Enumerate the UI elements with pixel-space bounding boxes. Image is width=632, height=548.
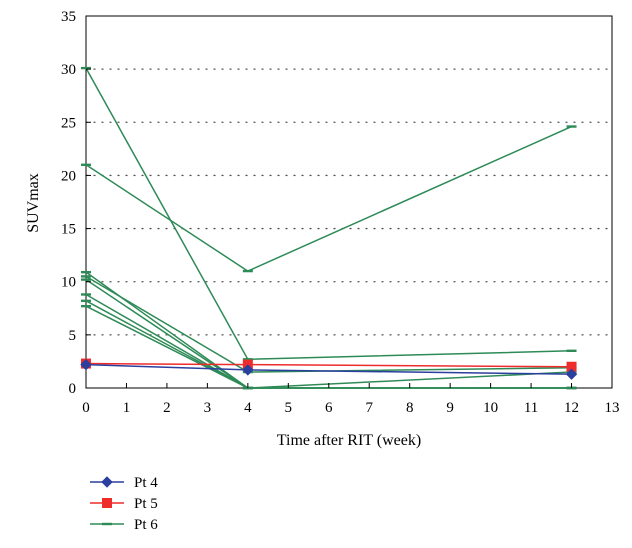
x-tick-label-1: 1 <box>123 400 131 416</box>
legend-marker-pt-5 <box>102 498 112 508</box>
x-tick-label-8: 8 <box>406 400 414 416</box>
y-axis-title: SUVmax <box>25 173 42 233</box>
y-tick-label-10: 10 <box>61 275 76 291</box>
x-tick-label-6: 6 <box>325 400 333 416</box>
grid-lines <box>85 68 613 336</box>
y-axis-ticks: 0 5 10 15 20 25 30 35 <box>61 9 91 397</box>
x-tick-label-13: 13 <box>605 400 620 416</box>
x-tick-label-10: 10 <box>483 400 498 416</box>
y-tick-label-25: 25 <box>61 115 76 131</box>
x-tick-label-5: 5 <box>285 400 293 416</box>
legend-label-pt-5: Pt 5 <box>134 496 158 512</box>
legend: Pt 4 Pt 5 Pt 6 <box>90 475 158 533</box>
x-tick-label-11: 11 <box>524 400 538 416</box>
series-pt-5 <box>81 358 577 372</box>
data-point-pt-4-1-3 <box>565 368 578 380</box>
legend-label-pt-6: Pt 6 <box>134 517 158 533</box>
x-tick-label-3: 3 <box>204 400 212 416</box>
data-point-pt-5-1-3 <box>566 361 577 372</box>
x-tick-label-7: 7 <box>365 400 373 416</box>
x-tick-label-9: 9 <box>446 400 454 416</box>
series-line-pt-6-1 <box>85 67 572 361</box>
y-tick-label-5: 5 <box>69 328 77 344</box>
data-point-pt-4-1-1 <box>80 358 92 371</box>
series-line-pt-6-8 <box>85 305 572 389</box>
x-tick-label-0: 0 <box>82 400 90 416</box>
x-tick-label-4: 4 <box>244 400 252 416</box>
x-axis-ticks: 0 1 2 3 4 5 6 7 8 9 10 11 12 13 <box>82 383 620 416</box>
x-tick-label-2: 2 <box>163 400 171 416</box>
x-tick-label-12: 12 <box>564 400 579 416</box>
legend-marker-pt-4 <box>101 476 113 488</box>
y-tick-label-35: 35 <box>61 9 76 25</box>
series-pt-4 <box>80 358 578 380</box>
y-tick-label-30: 30 <box>61 62 76 78</box>
x-axis-title: Time after RIT (week) <box>277 432 421 449</box>
y-tick-label-0: 0 <box>69 381 77 397</box>
legend-label-pt-4: Pt 4 <box>134 475 158 491</box>
y-tick-label-20: 20 <box>61 168 76 184</box>
data-point-pt-4-1-2 <box>242 364 254 376</box>
y-tick-label-15: 15 <box>61 222 76 238</box>
